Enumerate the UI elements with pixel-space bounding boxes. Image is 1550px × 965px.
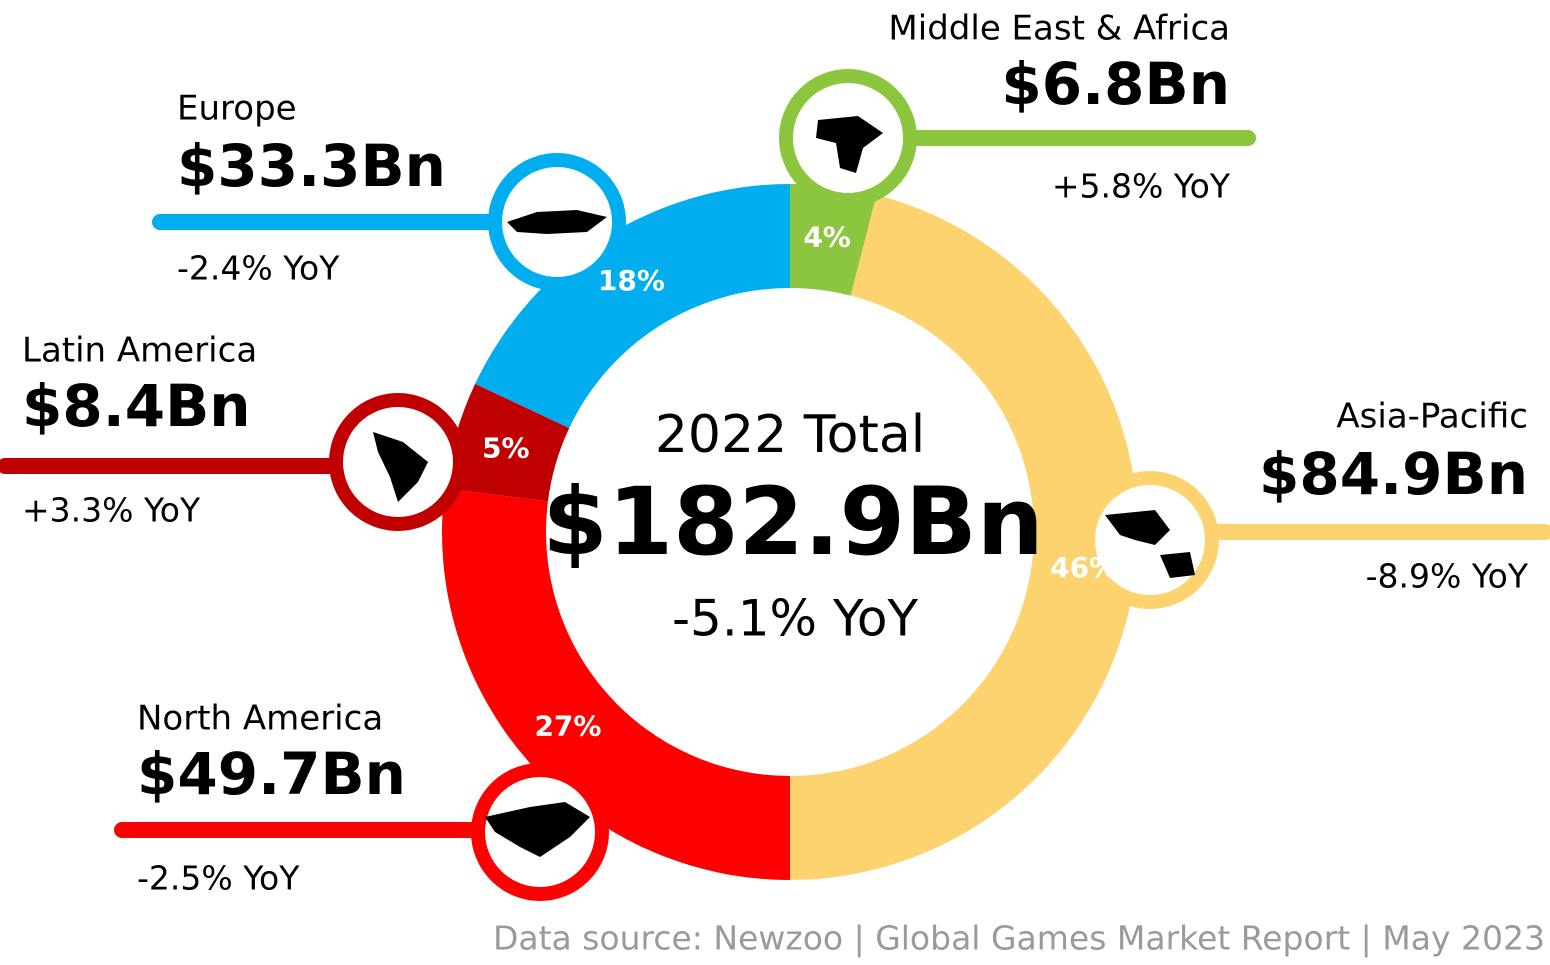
donut-segment [475, 184, 790, 429]
slice-label: 5% [482, 431, 530, 464]
region-yoy: -2.5% YoY [137, 859, 300, 898]
slice-label: 4% [803, 220, 851, 253]
center-subtitle: -5.1% YoY [672, 590, 918, 648]
slice-label: 18% [598, 264, 665, 297]
source: Data source: Newzoo | Global Games Marke… [493, 919, 1545, 958]
region-map [485, 802, 590, 857]
region-amount: $84.9Bn [1259, 440, 1528, 508]
slice-label: 46% [1050, 551, 1117, 584]
region-yoy: +5.8% YoY [1052, 167, 1231, 206]
region-amount: $8.4Bn [22, 372, 251, 440]
donut-segment [790, 184, 877, 296]
donut-segment [444, 383, 570, 502]
region-name: Europe [177, 89, 297, 129]
region-amount: $6.8Bn [1001, 50, 1230, 118]
slice-label: 27% [534, 710, 601, 743]
region-yoy: +3.3% YoY [22, 491, 201, 530]
center-value: $182.9Bn [542, 468, 1043, 577]
callout-lines [0, 130, 1550, 838]
region-yoy: -8.9% YoY [1366, 557, 1529, 596]
callouts: Middle East & Africa$6.8Bn +5.8% YoY 4% Asi… [22, 9, 1529, 901]
region-yoy: -2.4% YoY [177, 249, 340, 288]
region-name: North America [137, 699, 383, 739]
center-title: 2022 Total [655, 405, 925, 465]
region-name: Asia-Pacific [1336, 397, 1528, 437]
donut-segment [441, 488, 790, 880]
region-name: Middle East & Africa [888, 9, 1230, 49]
donut [441, 184, 1138, 881]
donut-segment [790, 194, 1138, 881]
region-amount: $33.3Bn [177, 132, 446, 200]
region-map [373, 432, 428, 502]
region-map [507, 210, 607, 234]
region-map [1105, 510, 1195, 578]
region-map [816, 116, 883, 173]
region-amount: $49.7Bn [137, 740, 406, 808]
region-name: Latin America [22, 331, 257, 371]
